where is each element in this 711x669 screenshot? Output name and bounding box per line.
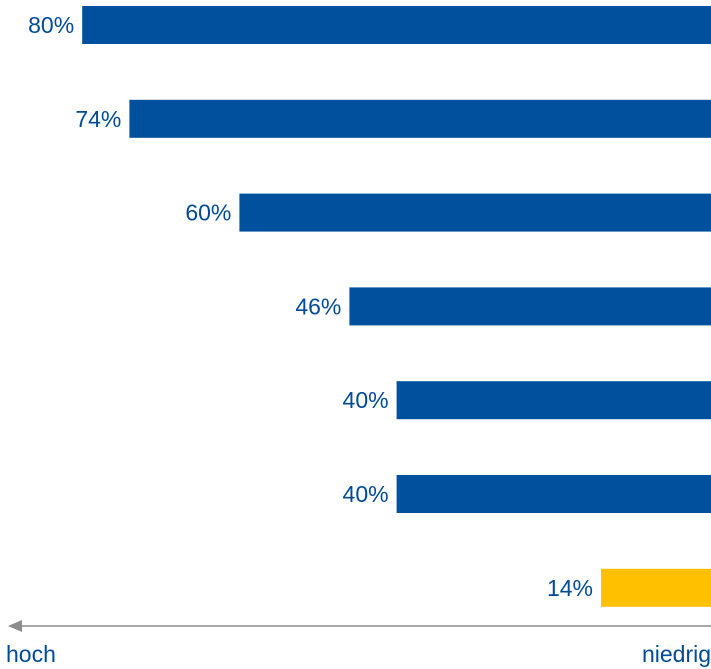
bar (239, 193, 711, 232)
bar (349, 287, 711, 326)
bars-group (82, 6, 711, 607)
bar (129, 99, 711, 138)
bar (82, 6, 711, 44)
bar-value-label: 60% (185, 200, 231, 226)
bar (396, 475, 711, 513)
bar-value-label: 74% (75, 106, 121, 132)
bar-value-label: 46% (295, 293, 341, 319)
bar-value-label: 14% (547, 575, 593, 601)
axis-arrow-left-icon (8, 620, 22, 632)
bar-value-label: 40% (343, 387, 389, 413)
bar (396, 381, 711, 420)
bar-value-label: 40% (343, 481, 389, 507)
bar-value-label: 80% (28, 12, 74, 38)
axis-group (8, 620, 711, 632)
axis-label-high: hoch (6, 641, 56, 667)
axis-label-low: niedrig (641, 641, 711, 667)
bar-highlight (601, 568, 711, 607)
value-labels-group: 80% 74% 60% 46% 40% 40% 14% (28, 12, 593, 601)
